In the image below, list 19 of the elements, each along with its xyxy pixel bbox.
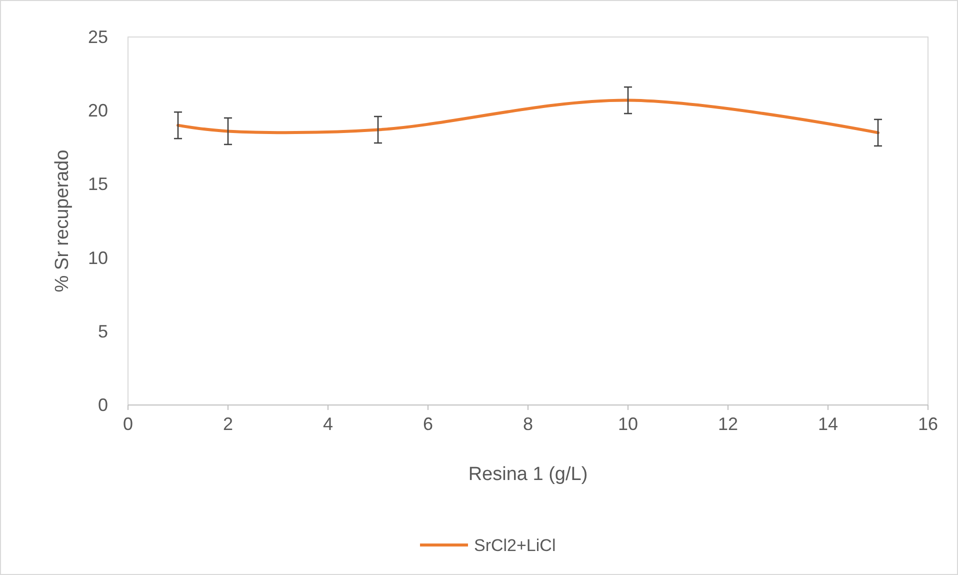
- y-tick-label: 20: [88, 100, 108, 121]
- x-tick-label: 0: [122, 414, 134, 434]
- line-series: [176, 98, 880, 134]
- x-tick-label: 10: [618, 414, 638, 434]
- y-tick-label: 5: [98, 321, 108, 342]
- y-tick-label: 15: [88, 174, 108, 194]
- y-tick-label: 25: [88, 27, 108, 47]
- y-tick-label: 0: [98, 395, 108, 415]
- x-tick-label: 6: [422, 414, 434, 434]
- x-axis-title: Resina 1 (g/L): [468, 464, 588, 485]
- y-axis-title: % Sr recuperado: [52, 150, 73, 292]
- x-tick-label: 14: [818, 414, 838, 434]
- x-tick-label: 2: [222, 414, 234, 434]
- x-tick-label: 4: [322, 414, 334, 434]
- x-tick-label: 16: [918, 414, 938, 434]
- x-tick-label: 8: [522, 414, 534, 434]
- legend-label: SrCl2+LiCl: [474, 536, 556, 555]
- x-tick-label: 12: [718, 414, 738, 434]
- y-tick-label: 10: [88, 248, 108, 268]
